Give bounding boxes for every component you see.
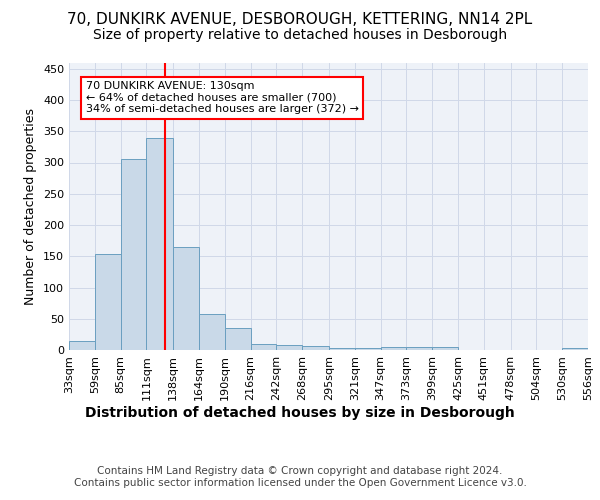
Bar <box>95 254 121 350</box>
Bar <box>121 160 146 350</box>
Bar <box>329 348 355 350</box>
Bar <box>380 347 406 350</box>
Bar <box>432 347 458 350</box>
Text: 70, DUNKIRK AVENUE, DESBOROUGH, KETTERING, NN14 2PL: 70, DUNKIRK AVENUE, DESBOROUGH, KETTERIN… <box>67 12 533 28</box>
Text: Distribution of detached houses by size in Desborough: Distribution of detached houses by size … <box>85 406 515 419</box>
Bar <box>173 247 199 350</box>
Text: Contains HM Land Registry data © Crown copyright and database right 2024.
Contai: Contains HM Land Registry data © Crown c… <box>74 466 526 487</box>
Bar <box>225 328 251 350</box>
Bar <box>302 346 329 350</box>
Bar <box>406 347 432 350</box>
Bar <box>251 344 277 350</box>
Bar <box>69 340 95 350</box>
Bar <box>199 314 225 350</box>
Bar <box>562 348 588 350</box>
Bar <box>146 138 173 350</box>
Bar <box>277 345 302 350</box>
Text: 70 DUNKIRK AVENUE: 130sqm
← 64% of detached houses are smaller (700)
34% of semi: 70 DUNKIRK AVENUE: 130sqm ← 64% of detac… <box>86 81 359 114</box>
Bar <box>355 348 380 350</box>
Text: Size of property relative to detached houses in Desborough: Size of property relative to detached ho… <box>93 28 507 42</box>
Y-axis label: Number of detached properties: Number of detached properties <box>25 108 37 304</box>
